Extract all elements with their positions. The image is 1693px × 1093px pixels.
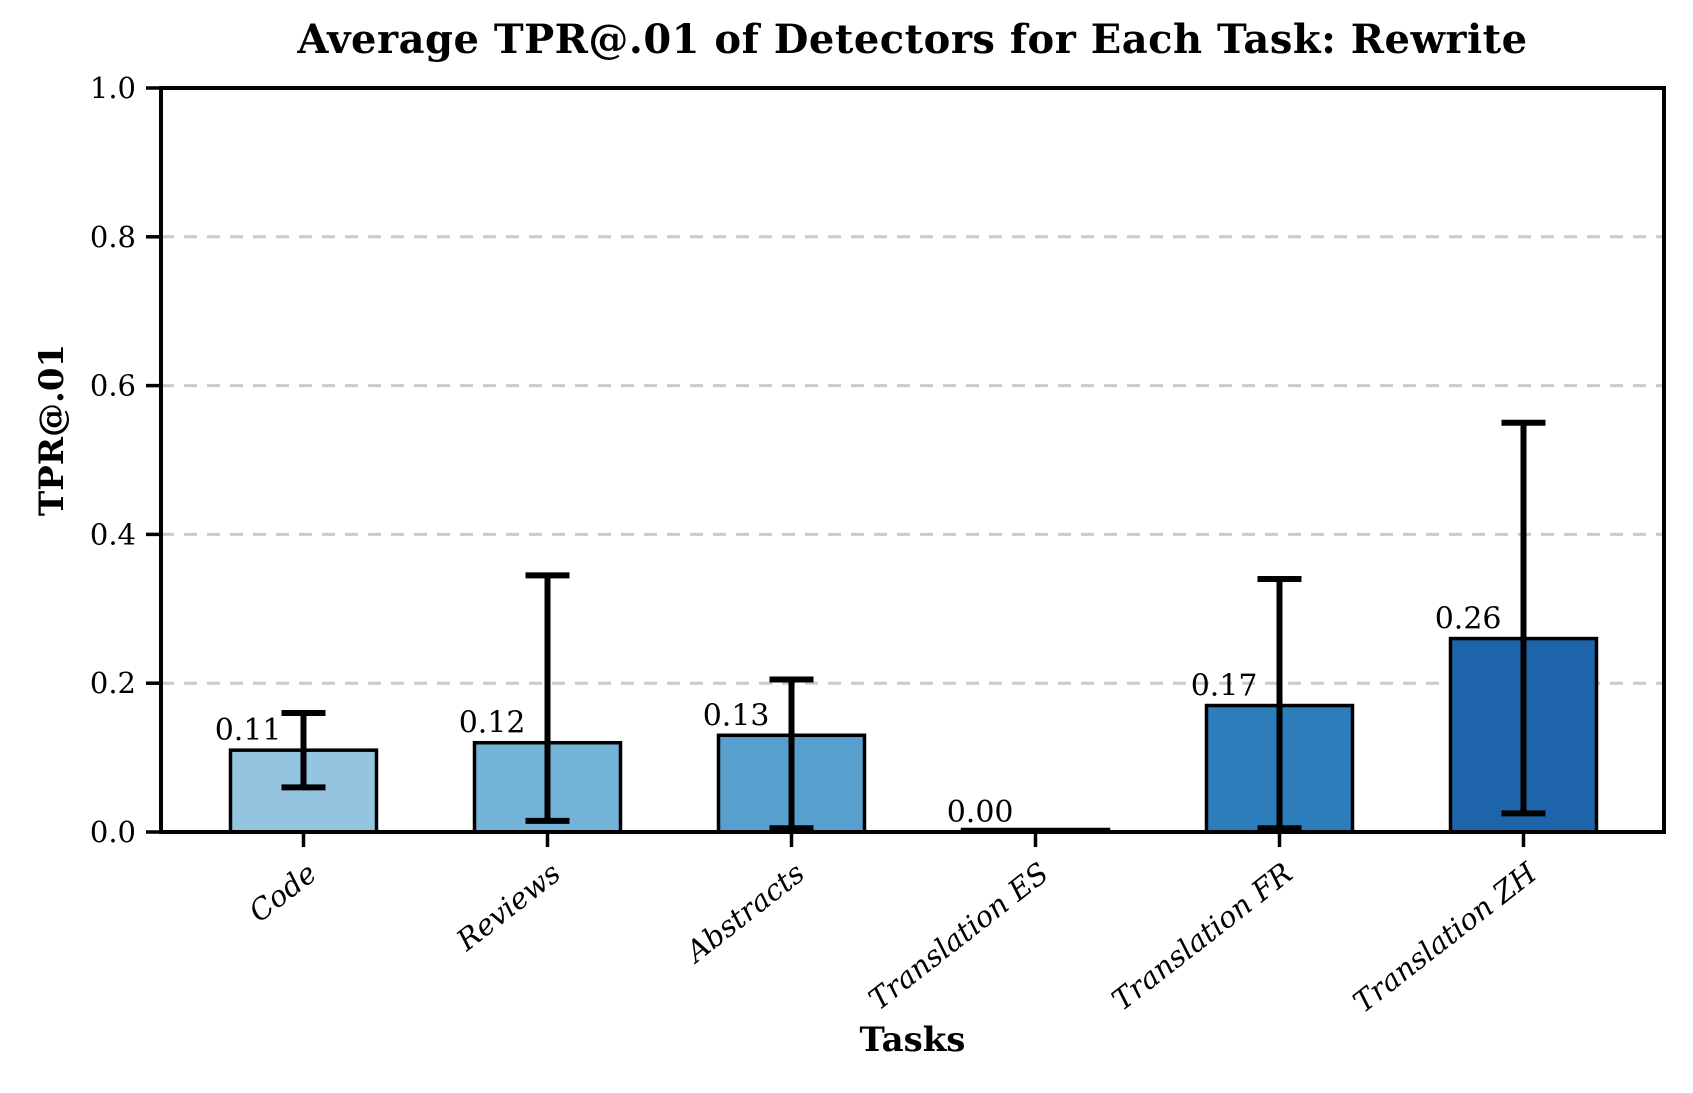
x-tick-label-translation-zh: Translation ZH bbox=[1347, 855, 1544, 1019]
x-tick-label-reviews: Reviews bbox=[449, 856, 566, 958]
value-label-translation-es: 0.00 bbox=[947, 795, 1014, 830]
y-tick-label-0.2: 0.2 bbox=[90, 666, 136, 700]
value-label-abstracts: 0.13 bbox=[703, 698, 770, 733]
value-label-code: 0.11 bbox=[215, 713, 282, 748]
x-tick-label-translation-es: Translation ES bbox=[862, 856, 1055, 1017]
y-tick-label-0.6: 0.6 bbox=[90, 369, 136, 403]
y-axis-label: TPR@.01 bbox=[32, 343, 72, 517]
y-tick-label-0.4: 0.4 bbox=[90, 517, 136, 551]
y-tick-label-1.0: 1.0 bbox=[90, 71, 136, 105]
x-tick-label-translation-fr: Translation FR bbox=[1105, 856, 1298, 1018]
plot-border bbox=[159, 86, 1666, 834]
x-axis-label: Tasks bbox=[859, 1020, 966, 1060]
x-tick-label-abstracts: Abstracts bbox=[677, 856, 811, 971]
value-label-translation-fr: 0.17 bbox=[1191, 669, 1258, 704]
value-label-translation-zh: 0.26 bbox=[1435, 602, 1502, 637]
y-tick-label-0.0: 0.0 bbox=[90, 815, 136, 849]
x-tick-label-code: Code bbox=[242, 856, 322, 929]
y-tick-label-0.8: 0.8 bbox=[90, 220, 136, 254]
value-label-reviews: 0.12 bbox=[459, 706, 526, 741]
chart-title: Average TPR@.01 of Detectors for Each Ta… bbox=[297, 16, 1528, 63]
